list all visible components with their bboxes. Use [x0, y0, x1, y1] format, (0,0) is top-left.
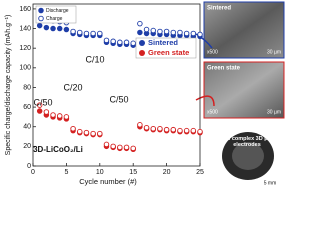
annotation: C/10 [85, 54, 104, 64]
data-point [43, 24, 50, 31]
x-tick-label: 20 [163, 169, 171, 176]
green-image [203, 61, 285, 119]
legend-marker [139, 50, 145, 56]
legend-label: Discharge [46, 8, 69, 14]
data-point [183, 127, 190, 134]
sintered-image [203, 1, 285, 59]
data-point [43, 109, 50, 115]
data-point [137, 29, 143, 36]
data-point [56, 113, 63, 119]
data-point [36, 22, 43, 29]
x-tick-label: 5 [64, 169, 68, 176]
y-tick-label: 60 [23, 104, 31, 111]
annotation: 3D-LiCoO₂/Li [33, 145, 83, 154]
data-point [197, 31, 203, 38]
data-point [123, 144, 130, 151]
data-point [177, 29, 183, 36]
data-point [117, 39, 123, 46]
data-point [163, 126, 170, 133]
y-tick-label: 40 [23, 124, 31, 131]
data-point [163, 28, 170, 35]
legend-marker [38, 7, 44, 14]
image-label: Green state [207, 66, 241, 72]
y-tick-label: 80 [23, 84, 31, 91]
x-tick-label: 15 [129, 169, 137, 176]
legend-box [35, 5, 77, 24]
legend-label: Charge [46, 16, 63, 22]
data-point [170, 29, 177, 36]
data-point [36, 102, 43, 108]
data-point [50, 25, 56, 32]
data-point [130, 40, 136, 47]
figure: Sintered x500 30 µm Green state x500 30 … [5, 1, 285, 186]
y-tick-label: 100 [19, 65, 31, 72]
image-scale-bar: 30 µm [267, 49, 281, 55]
x-tick-label: 0 [31, 169, 35, 176]
y-tick-label: 0 [27, 163, 31, 170]
data-point [90, 30, 96, 37]
data-point [56, 25, 63, 32]
image-caption: Toward complex 3D printed electrodes [211, 136, 283, 148]
plot-frame [32, 3, 201, 167]
x-tick-label: 25 [196, 169, 204, 176]
data-point [150, 125, 156, 132]
data-point [157, 28, 163, 35]
legend-marker [139, 40, 145, 46]
data-point [170, 126, 177, 133]
data-point [110, 38, 116, 45]
data-point [123, 39, 130, 46]
data-point [157, 125, 163, 132]
data-point [70, 28, 76, 35]
y-tick-label: 20 [23, 143, 31, 150]
data-point [97, 30, 103, 37]
legend-label: Green state [148, 48, 189, 57]
image-label: Sintered [207, 6, 231, 12]
data-point [70, 125, 76, 132]
data-point [117, 144, 123, 151]
printed-electrode-detail [232, 142, 264, 170]
arrow [195, 95, 215, 107]
annotation: C/50 [109, 94, 128, 104]
data-point [137, 122, 143, 128]
data-point [50, 112, 56, 118]
data-point [143, 26, 150, 33]
data-point [137, 20, 143, 27]
data-point [77, 128, 83, 135]
image-magnification: x500 [207, 49, 218, 55]
data-point [97, 130, 103, 137]
data-point [83, 129, 90, 136]
image-magnification: x500 [207, 109, 218, 115]
image-scale-bar: 30 µm [267, 109, 281, 115]
data-point [63, 114, 70, 120]
data-point [103, 141, 110, 148]
x-axis-label: Cycle number (#) [79, 177, 137, 186]
y-axis-label: Specific charge/discharge capacity (mAh.… [5, 15, 12, 156]
legend-label: Sintered [148, 38, 178, 47]
image-caption-box: Toward complex 3D printed electrodes [211, 136, 283, 148]
data-point [143, 124, 150, 131]
data-point [197, 128, 203, 135]
data-point [150, 27, 156, 34]
annotation: C/20 [63, 82, 82, 92]
y-tick-label: 140 [19, 25, 31, 32]
data-point [177, 127, 183, 134]
legend-marker [38, 15, 44, 22]
data-point [190, 127, 197, 134]
data-point [183, 30, 190, 37]
data-point [83, 30, 90, 37]
data-point [90, 130, 96, 137]
legend-box [135, 37, 197, 59]
x-tick-label: 10 [96, 169, 104, 176]
data-point [36, 108, 43, 114]
data-point [77, 29, 83, 36]
data-point [130, 145, 136, 152]
y-tick-label: 160 [19, 6, 31, 13]
annotation: C/50 [33, 97, 52, 107]
data-point [110, 143, 116, 150]
data-point [103, 37, 110, 44]
data-point [190, 30, 197, 37]
y-tick-label: 120 [19, 45, 31, 52]
data-point [63, 26, 70, 33]
image-scale-bar: 5 mm [264, 180, 277, 186]
